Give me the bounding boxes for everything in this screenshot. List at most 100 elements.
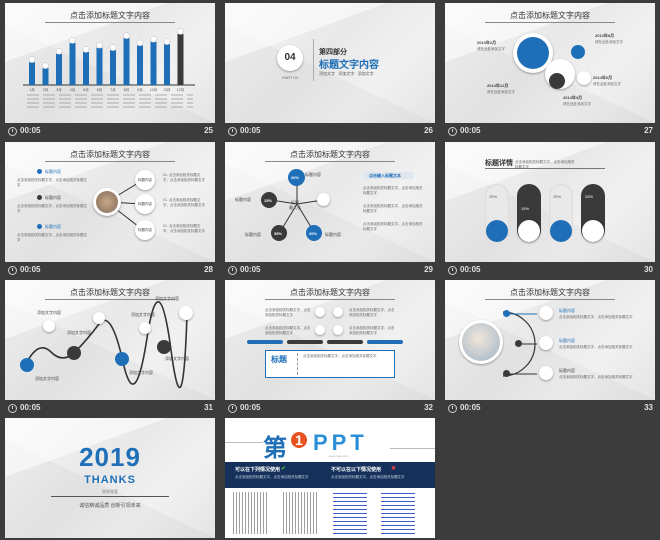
item-title: 标题内容 (559, 338, 575, 343)
slide-duration: 00:05 (20, 126, 41, 135)
timeline-date: 2014年6月 (593, 75, 613, 80)
title-underline (265, 161, 395, 162)
item-text: 01. 点击添加相关标题文字，点击添加相关标题文字 (163, 173, 205, 182)
clock-icon (8, 404, 17, 413)
chart-bar (150, 41, 157, 85)
slide-thumb-27[interactable]: 点击添加标题文字内容 2013年2月 请在此处添加文字 2013年8月 请在此处… (445, 3, 655, 140)
bar-marker (82, 46, 90, 53)
clock-icon (228, 127, 237, 136)
chart-bar (177, 34, 184, 85)
chart-bar (96, 47, 103, 85)
slide-preview: 标题详情 点击添加相关标题文字，点击添加相关标题文字 25% 15% 25% 2… (445, 142, 655, 262)
cannot-use-title: 不可以在以下情况使用 (331, 467, 382, 473)
box-title: 标题 (271, 355, 287, 364)
slide-preview: 点击添加标题文字内容 20% 15% 35% 20% 标题 最大化 标题内容 标… (225, 142, 435, 262)
closing-thanks: THANKS (84, 474, 136, 486)
slide-number: 31 (204, 403, 213, 412)
body-text: 点击添加相关标题文字，点击添加相关标题文字 (265, 308, 311, 317)
percent-label: 15% (521, 206, 530, 211)
part-item: 添加文字 (338, 71, 355, 76)
slide-duration: 00:05 (20, 265, 41, 274)
clock-icon (228, 404, 237, 413)
timeline-date: 2013年2月 (477, 40, 497, 45)
body-text: 点击添加相关标题文字，点击添加相关标题文字 (515, 160, 575, 169)
qr-code (233, 492, 267, 534)
node-label: 标题内容 (325, 232, 341, 237)
slide-number: 30 (644, 265, 653, 274)
bar-marker (150, 36, 157, 43)
slide-preview: 点击添加标题文字内容 点击添加相关标题文字，点击添加相关标题文字 点击添加相关标… (225, 280, 435, 400)
month-label: 8月 (124, 87, 129, 92)
title-underline (265, 299, 395, 300)
slide-preview: 2019 THANKS 谢谢观看 诚信精诚品质 创新引领未来 (5, 418, 215, 538)
bar-marker (109, 44, 117, 51)
part-title: 标题文字内容 (319, 60, 379, 71)
qr-code (283, 492, 317, 534)
body-text: 点击添加相关标题文字，点击添加相关标题文字 (363, 204, 423, 213)
terms-text: 点击添加相关标题文字，点击添加相关标题文字 (331, 475, 405, 479)
slide-preview: 点击添加标题文字内容 1月 2月 3月 4月 5月 6月 7月 8月 9月 10月 11月 12月 (5, 3, 215, 123)
title-underline (485, 299, 615, 300)
percent-label: 20% (309, 231, 318, 236)
node-label: 标题内容 (235, 197, 251, 202)
slide-title: 点击添加标题文字内容 (290, 150, 370, 159)
title-underline (45, 22, 175, 23)
closing-sub: 谢谢观看 (102, 489, 118, 494)
can-use-title: 可以在下列情况使用 (235, 467, 281, 473)
slide-thumb-35[interactable]: 第 1 PPT www.1ppt.com 可以在下列情况使用 ✔ 不可以在以下情… (225, 418, 435, 540)
slide-number: 26 (424, 126, 433, 135)
item-title: 标题内容 (559, 368, 575, 373)
percent-label: 25% (553, 194, 562, 199)
month-label: 10月 (150, 87, 157, 92)
slide-thumb-29[interactable]: 点击添加标题文字内容 20% 15% 35% 20% 标题 最大化 标题内容 标… (225, 142, 435, 279)
clock-icon (8, 266, 17, 275)
slide-duration: 00:05 (20, 403, 41, 412)
slide-thumb-32[interactable]: 点击添加标题文字内容 点击添加相关标题文字，点击添加相关标题文字 点击添加相关标… (225, 280, 435, 417)
month-label: 11月 (163, 87, 170, 92)
slide-thumb-31[interactable]: 点击添加标题文字内容 添加文字内容 添加文字内容 添加文字内容 添加文字内容 添… (5, 280, 215, 417)
percent-label: 20% (291, 175, 300, 180)
wave-line (26, 301, 188, 389)
timeline-date: 2014年3月 (563, 95, 583, 100)
slide-title: 点击添加标题文字内容 (70, 288, 150, 297)
chart-bar (110, 50, 116, 85)
timeline-text: 请在此处添加文字 (477, 47, 505, 51)
item-text: 点击添加相关标题文字，点击添加相关标题文字 (17, 178, 87, 187)
slide-preview: 点击添加标题文字内容 标题内容 标题内容 标题内容 标题内容 点击添加相关标题文… (5, 142, 215, 262)
closing-year: 2019 (79, 442, 141, 472)
slide-thumb-34[interactable]: 2019 THANKS 谢谢观看 诚信精诚品质 创新引领未来 (5, 418, 215, 540)
point-label: 添加文字内容 (35, 376, 59, 381)
month-label: 4月 (70, 87, 75, 92)
slide-thumb-26[interactable]: 04 PART 04 第四部分 标题文字内容 添加文字 添加文字 添加文字 00… (225, 3, 435, 140)
month-label: 5月 (83, 87, 88, 92)
node-label: 标题内容 (138, 178, 152, 182)
site-url: www.1ppt.com (329, 454, 349, 458)
slide-number: 32 (424, 403, 433, 412)
slide-thumb-28[interactable]: 点击添加标题文字内容 标题内容 标题内容 标题内容 标题内容 点击添加相关标题文… (5, 142, 215, 279)
clock-icon (448, 404, 457, 413)
link-list (333, 492, 367, 534)
percent-label: 35% (274, 231, 283, 236)
slide-preview: 04 PART 04 第四部分 标题文字内容 添加文字 添加文字 添加文字 (225, 3, 435, 123)
chart-bar (56, 53, 62, 85)
body-text: 点击添加相关标题文字，点击添加相关标题文字 (363, 186, 423, 195)
connector-lines (270, 177, 324, 233)
slide-thumb-33[interactable]: 点击添加标题文字内容 标题内容 点击添加相关标题文字，点击添加相关标题文字 标题… (445, 280, 655, 417)
item-title: 标题内容 (45, 169, 61, 174)
item-text: 01. 点击添加相关标题文字，点击添加相关标题文字 (163, 198, 205, 207)
item-text: 点击添加相关标题文字，点击添加相关标题文字 (17, 233, 87, 242)
team-photo (96, 191, 118, 213)
slide-title: 点击添加标题文字内容 (290, 288, 370, 297)
chart-bar (83, 52, 89, 85)
slide-thumb-25[interactable]: 点击添加标题文字内容 1月 2月 3月 4月 5月 6月 7月 8月 9月 10月 11月 12月 0… (5, 3, 215, 140)
slide-thumb-30[interactable]: 标题详情 点击添加相关标题文字，点击添加相关标题文字 25% 15% 25% 2… (445, 142, 655, 279)
part-item: 添加文字 (319, 71, 335, 76)
slide-heading: 标题详情 (485, 160, 513, 167)
slide-title: 点击添加标题文字内容 (510, 11, 590, 20)
slide-title: 点击添加标题文字内容 (70, 11, 150, 20)
slide-preview: 第 1 PPT www.1ppt.com 可以在下列情况使用 ✔ 不可以在以下情… (225, 418, 435, 538)
chart-bar (137, 45, 143, 85)
search-icon (315, 307, 325, 317)
item-text: 点击添加相关标题文字，点击添加相关标题文字 (559, 345, 633, 349)
point-label: 添加文字内容 (155, 296, 179, 301)
